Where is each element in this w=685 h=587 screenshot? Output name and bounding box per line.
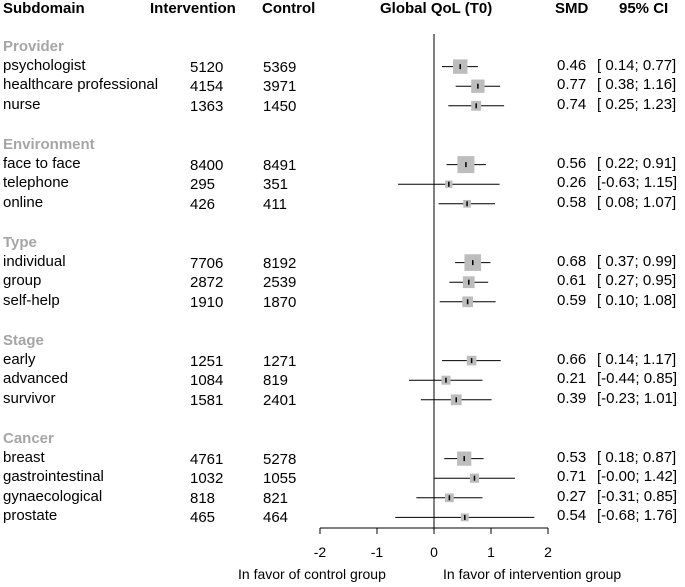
header-control: Control: [262, 0, 316, 17]
intervention-n: 2872: [190, 274, 224, 292]
ci-value: [ 0.18; 0.87]: [597, 448, 677, 466]
x-tick-label: -2: [314, 544, 327, 560]
header-smd: SMD: [555, 0, 589, 17]
control-n: 411: [263, 195, 287, 213]
smd-value: 0.26: [557, 174, 587, 192]
row-label: face to face: [3, 154, 81, 172]
control-n: 464: [263, 509, 289, 527]
control-n: 351: [263, 176, 289, 194]
smd-value: 0.39: [557, 389, 587, 407]
ci-value: [ 0.25; 1.23]: [597, 95, 677, 113]
smd-value: 0.68: [557, 252, 587, 270]
smd-value: 0.46: [557, 56, 587, 74]
row-label: advanced: [3, 370, 69, 388]
intervention-n: 7706: [190, 254, 224, 272]
intervention-n: 1084: [190, 372, 224, 390]
ci-value: [ 0.37; 0.99]: [597, 252, 677, 270]
control-n: 5369: [263, 58, 297, 76]
row-label: survivor: [3, 389, 56, 407]
ci-value: [-0.63; 1.15]: [597, 174, 678, 192]
row-label: group: [3, 272, 42, 290]
x-tick-label: 0: [430, 544, 438, 560]
control-n: 2401: [263, 391, 297, 409]
intervention-n: 295: [190, 176, 216, 194]
smd-value: 0.56: [557, 154, 587, 172]
row-label: prostate: [3, 507, 58, 525]
header-subdomain: Subdomain: [3, 0, 85, 17]
control-n: 819: [263, 372, 289, 390]
smd-value: 0.66: [557, 350, 587, 368]
group-heading-stage: Stage: [3, 332, 44, 349]
ci-value: [ 0.14; 0.77]: [597, 56, 677, 74]
header-ci: 95% CI: [619, 0, 669, 17]
ci-value: [-0.23; 1.01]: [597, 389, 678, 407]
control-n: 1450: [263, 97, 297, 115]
group-heading-environment: Environment: [3, 136, 95, 153]
header-intervention: Intervention: [150, 0, 236, 17]
group-heading-provider: Provider: [3, 38, 64, 55]
control-n: 1870: [263, 293, 297, 311]
intervention-n: 4154: [190, 78, 224, 96]
group-heading-cancer: Cancer: [3, 430, 54, 447]
ci-value: [ 0.10; 1.08]: [597, 291, 677, 309]
smd-value: 0.54: [557, 507, 587, 525]
intervention-n: 818: [190, 489, 216, 507]
intervention-n: 1910: [190, 293, 224, 311]
ci-value: [ 0.27; 0.95]: [597, 272, 677, 290]
smd-value: 0.27: [557, 487, 587, 505]
row-label: telephone: [3, 174, 69, 192]
row-label: gynaecological: [3, 487, 103, 505]
ci-value: [ 0.08; 1.07]: [597, 193, 677, 211]
intervention-n: 5120: [190, 58, 224, 76]
control-n: 8491: [263, 156, 297, 174]
intervention-n: 1032: [190, 470, 224, 488]
control-n: 3971: [263, 78, 297, 96]
ci-value: [-0.44; 0.85]: [597, 370, 678, 388]
ci-value: [ 0.38; 1.16]: [597, 76, 677, 94]
control-n: 1055: [263, 470, 297, 488]
control-n: 2539: [263, 274, 297, 292]
smd-value: 0.61: [557, 272, 587, 290]
smd-value: 0.58: [557, 193, 587, 211]
row-label: self-help: [3, 291, 60, 309]
intervention-n: 1581: [190, 391, 224, 409]
intervention-n: 465: [190, 509, 216, 527]
row-label: psychologist: [3, 56, 86, 74]
x-axis-label-intervention: In favor of intervention group: [443, 566, 622, 582]
smd-value: 0.59: [557, 291, 587, 309]
header-plot-title: Global QoL (T0): [380, 0, 493, 17]
x-tick-label: 2: [544, 544, 552, 560]
ci-value: [-0.00; 1.42]: [597, 468, 678, 486]
smd-value: 0.74: [557, 95, 587, 113]
ci-value: [ 0.22; 0.91]: [597, 154, 677, 172]
x-tick-label: 1: [487, 544, 495, 560]
row-label: healthcare professional: [3, 76, 159, 94]
row-label: online: [3, 193, 44, 211]
intervention-n: 1363: [190, 97, 224, 115]
intervention-n: 4761: [190, 450, 224, 468]
intervention-n: 8400: [190, 156, 224, 174]
intervention-n: 426: [190, 195, 216, 213]
smd-value: 0.21: [557, 370, 587, 388]
ci-value: [ 0.14; 1.17]: [597, 350, 677, 368]
smd-value: 0.53: [557, 448, 587, 466]
row-label: nurse: [3, 95, 41, 113]
control-n: 821: [263, 489, 289, 507]
control-n: 1271: [263, 352, 297, 370]
ci-value: [-0.68; 1.76]: [597, 507, 678, 525]
ci-value: [-0.31; 0.85]: [597, 487, 678, 505]
smd-value: 0.71: [557, 468, 587, 486]
row-label: breast: [3, 448, 45, 466]
row-label: gastrointestinal: [3, 468, 104, 486]
control-n: 5278: [263, 450, 297, 468]
group-heading-type: Type: [3, 234, 37, 251]
x-tick-label: -1: [371, 544, 384, 560]
control-n: 8192: [263, 254, 297, 272]
row-label: individual: [3, 252, 66, 270]
x-axis-label-control: In favor of control group: [238, 566, 386, 582]
intervention-n: 1251: [190, 352, 224, 370]
row-label: early: [3, 350, 36, 368]
smd-value: 0.77: [557, 76, 587, 94]
